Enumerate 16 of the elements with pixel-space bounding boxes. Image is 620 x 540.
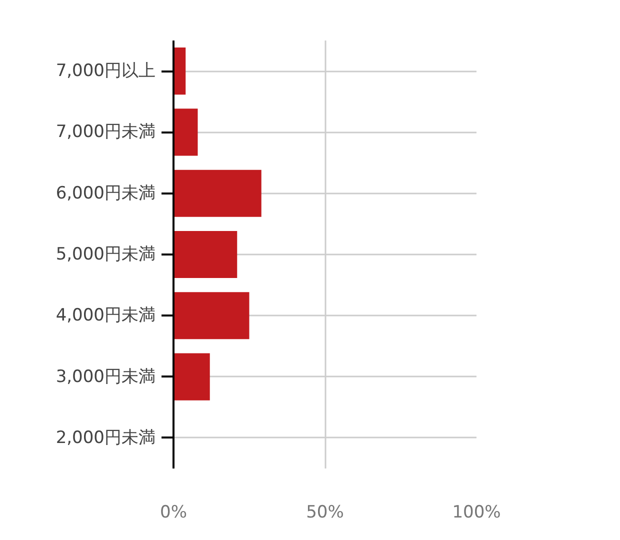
y-tick-label: 3,000円未満: [56, 366, 156, 387]
bar: [174, 292, 250, 340]
y-tick-label: 5,000円未満: [56, 244, 156, 264]
x-tick-label: 50%: [306, 502, 344, 522]
bar: [174, 48, 186, 95]
bar: [174, 230, 238, 278]
bar: [174, 108, 198, 156]
y-tick-label: 2,000円未満: [56, 428, 156, 448]
y-tick-label: 6,000円未満: [56, 183, 156, 204]
bar: [174, 353, 210, 400]
y-tick-label: 4,000円未満: [56, 306, 156, 326]
y-tick-label: 7,000円未満: [56, 122, 156, 142]
y-tick-label: 7,000円以上: [56, 61, 156, 82]
x-tick-label: 0%: [160, 502, 187, 522]
bar: [174, 170, 262, 217]
x-tick-label: 100%: [452, 502, 501, 522]
